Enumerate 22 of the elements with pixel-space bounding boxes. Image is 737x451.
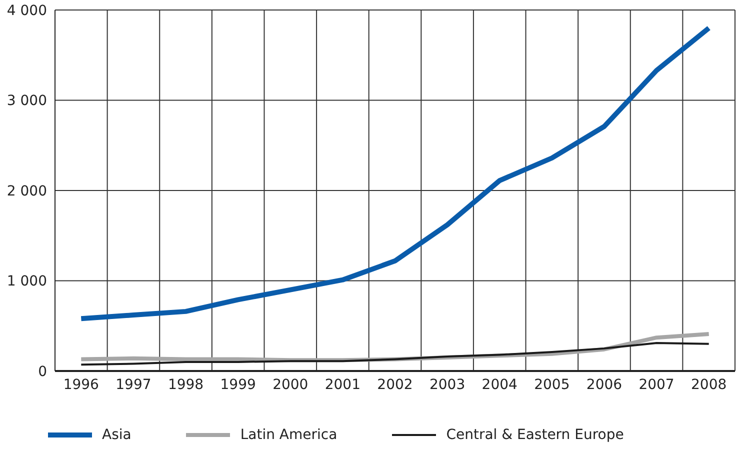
y-tick-label: 3 000 <box>6 93 47 110</box>
x-tick-label: 2005 <box>534 376 570 393</box>
x-tick-label: 1997 <box>116 376 152 393</box>
y-tick-label: 4 000 <box>6 2 47 19</box>
x-tick-label: 1998 <box>168 376 204 393</box>
x-tick-label: 2000 <box>272 376 308 393</box>
legend-label: Central & Eastern Europe <box>446 427 624 443</box>
x-tick-label: 2004 <box>482 376 518 393</box>
x-tick-label: 2007 <box>638 376 674 393</box>
legend-label: Asia <box>102 427 132 443</box>
x-tick-label: 1996 <box>63 376 100 393</box>
y-tick-label: 0 <box>38 364 47 380</box>
x-tick-label: 2008 <box>691 376 727 393</box>
x-tick-label: 2002 <box>377 376 413 393</box>
x-tick-label: 2006 <box>586 376 622 393</box>
legend-label: Latin America <box>240 427 338 443</box>
x-tick-label: 2003 <box>429 376 466 393</box>
y-tick-label: 2 000 <box>6 183 47 200</box>
y-tick-label: 1 000 <box>6 274 47 290</box>
x-tick-label: 1999 <box>220 376 256 393</box>
line-series <box>80 342 710 366</box>
x-tick-label: 2001 <box>324 376 361 393</box>
